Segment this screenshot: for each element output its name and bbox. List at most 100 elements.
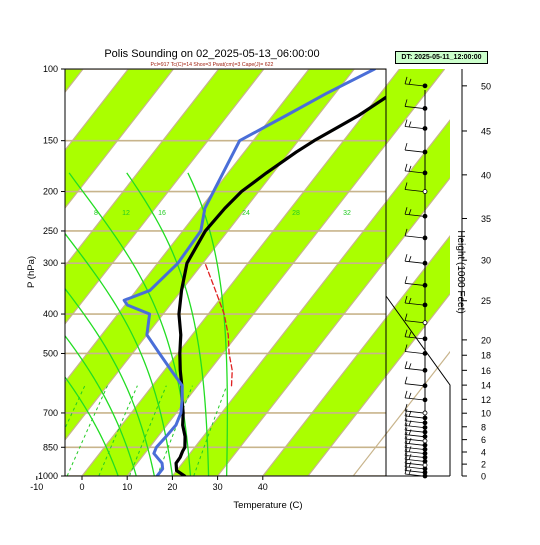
y-tick-label: 200 [43, 187, 58, 197]
moist-adiabat [65, 287, 155, 476]
mixing-ratio-label: 24 [242, 210, 250, 217]
wind-barb-flag [404, 254, 408, 262]
height-tick-label: 0 [481, 472, 486, 482]
wind-barb-staff [404, 320, 424, 324]
mixing-ratio-line [5, 386, 49, 476]
mixing-ratio-line [0, 386, 4, 476]
y-tick-label: 400 [43, 309, 58, 319]
isotherm-line [307, 292, 450, 476]
wind-barb-flag [404, 403, 408, 412]
y-tick-label: 1000 [38, 471, 58, 481]
height-tick-label: 14 [481, 381, 491, 391]
y-tick-label: 850 [43, 442, 58, 452]
wind-barb-dot [422, 126, 428, 131]
x-tick-label: 0 [79, 482, 84, 492]
x-axis-label: Temperature (C) [233, 500, 302, 511]
wind-barb-flag [408, 165, 412, 172]
mixing-ratio-label: 12 [122, 210, 130, 217]
isotherm-line [65, 69, 129, 152]
y2-axis-label: Height (1000 Feet) [455, 230, 466, 313]
wind-barb-flag [408, 209, 412, 215]
mixing-ratio-line [66, 385, 108, 476]
wind-barb-staff [404, 351, 424, 354]
wind-barb-dot [422, 367, 428, 373]
wind-barb-staff [404, 442, 424, 446]
height-tick-label: 25 [481, 296, 491, 306]
wind-barb-flag [404, 436, 408, 444]
wind-barb-staff [404, 189, 424, 192]
chart-subtitle: Pcl=917 Tc(C)=14 Shox=3 Pwat(cm)=3 Cape(… [151, 62, 274, 68]
wind-barb-flag [408, 121, 412, 128]
wind-barb-flag [408, 297, 412, 304]
wind-barb-flag [404, 76, 408, 84]
height-tick-label: 6 [481, 435, 486, 445]
wind-barb-dot [422, 429, 428, 435]
wind-barb-staff [404, 451, 424, 454]
y-tick-label: 250 [43, 226, 58, 236]
x-tick-label: 10 [122, 482, 132, 492]
wind-barb-flag [404, 376, 408, 384]
wind-barb-staff [404, 213, 424, 217]
height-tick-label: 16 [481, 366, 491, 376]
wind-barb-flag [408, 438, 412, 444]
wind-barb-flag [404, 99, 408, 107]
y-tick-label: 300 [43, 258, 58, 268]
wind-barb-staff [404, 235, 424, 239]
wind-barb-flag [404, 422, 408, 431]
wind-barb-flag [404, 313, 408, 321]
wind-barb-flag [404, 163, 408, 172]
wind-barb-flag [404, 413, 408, 421]
wind-barb-flag [404, 344, 408, 352]
wind-barb-dot [422, 282, 428, 288]
mixing-ratio-line [193, 385, 228, 476]
wind-barb-dot [422, 397, 428, 403]
parcel-line [204, 262, 233, 387]
isotherm-line [65, 69, 310, 383]
clip-boundary [385, 69, 451, 476]
wind-barb-staff [404, 336, 424, 340]
wind-barb-staff [404, 282, 424, 286]
wind-barb-staff [404, 470, 424, 473]
wind-barb-staff [404, 397, 424, 401]
moist-adiabat [68, 172, 192, 476]
mixing-ratio-label: 28 [292, 210, 300, 217]
wind-barb-flag [404, 444, 408, 452]
isotherm-line [171, 119, 450, 476]
isotherm-line [65, 69, 174, 210]
wind-barb-flag [408, 392, 412, 399]
wind-barb-flag [404, 119, 408, 127]
x-tick-label: -10 [30, 482, 43, 492]
wind-barb-flag [408, 468, 412, 475]
wind-barb-dot [422, 454, 428, 460]
wind-barb-flag [404, 182, 408, 190]
height-tick-label: 50 [481, 81, 491, 91]
wind-barb-staff [404, 425, 424, 428]
moist-adiabat [126, 172, 210, 476]
height-tick-label: 2 [481, 460, 486, 470]
wind-barb-staff [404, 83, 424, 87]
wind-barb-staff [404, 149, 424, 153]
wind-barb-flag [404, 427, 408, 435]
mixing-ratio-line [98, 385, 138, 476]
y-tick-label: 500 [43, 348, 58, 358]
height-tick-label: 18 [481, 351, 491, 361]
height-tick-label: 40 [481, 170, 491, 180]
y-axis-label: P (hPa) [26, 256, 37, 288]
isotherm-line [262, 235, 450, 476]
wind-barb-staff [404, 410, 424, 414]
wind-barb-dot [422, 260, 428, 266]
wind-barb-dot [422, 83, 428, 89]
wind-barb-staff [404, 446, 424, 450]
moist-adiabat [65, 375, 119, 476]
mixing-ratio-label: 32 [343, 210, 351, 217]
height-tick-label: 10 [481, 409, 491, 419]
x-tick-label: 40 [258, 482, 268, 492]
wind-barb-staff [404, 438, 424, 442]
wind-barb-dot [422, 420, 428, 426]
wind-barb-flag [404, 440, 408, 448]
height-tick-label: 35 [481, 214, 491, 224]
wind-barb-flag [404, 295, 408, 304]
wind-barb-staff [404, 383, 424, 387]
